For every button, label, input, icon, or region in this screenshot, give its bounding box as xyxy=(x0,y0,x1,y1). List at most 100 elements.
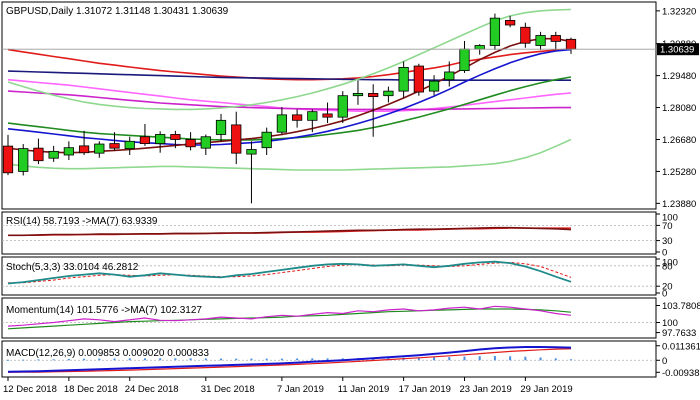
macd-histogram-bar xyxy=(265,358,268,361)
candle-bear xyxy=(231,124,242,154)
macd-histogram-bar xyxy=(143,358,146,361)
stoch-lines xyxy=(2,260,656,287)
date-tick-label: 18 Dec 2018 xyxy=(64,384,118,395)
rsi-tick-label: 30 xyxy=(662,236,673,247)
macd-histogram-bar xyxy=(296,358,299,361)
macd-tick-label: -0.009389 xyxy=(662,368,700,379)
momentum-tick-label: 100 xyxy=(662,318,678,329)
macd-line xyxy=(7,346,572,373)
momentum-tick-label: 97.7633 xyxy=(662,328,696,339)
date-tick-label: 24 Dec 2018 xyxy=(125,384,179,395)
candle-bear xyxy=(520,26,531,44)
rsi-label: RSI(14) 58.7193 ->MA(7) 63.9339 xyxy=(6,216,158,227)
candle-bear xyxy=(78,145,90,154)
macd-tick-label: 0.011361 xyxy=(662,342,700,353)
candle-bear xyxy=(291,114,303,121)
macd-histogram-bar xyxy=(159,358,162,361)
candle-bear xyxy=(368,93,379,98)
candle-bull xyxy=(215,119,227,135)
candle-bear xyxy=(185,139,196,148)
ma-line-1 xyxy=(7,70,571,81)
momentum-label: Momentum(14) 101.5776 ->MA(7) 102.3127 xyxy=(6,305,202,316)
candle-bull xyxy=(428,80,440,92)
candle-bull xyxy=(398,67,409,92)
rsi-tick-label: 100 xyxy=(662,213,678,224)
ma-line-8 xyxy=(7,8,572,111)
stoch-d-line xyxy=(8,261,572,284)
candle-bear xyxy=(170,134,181,140)
candle-bear xyxy=(322,113,333,118)
candle-bull xyxy=(200,136,211,149)
date-tick-label: 11 Jan 2019 xyxy=(338,384,390,395)
date-tick-label: 23 Jan 2019 xyxy=(459,384,511,395)
macd-histogram-bar xyxy=(326,358,329,361)
candle-bear xyxy=(33,147,44,162)
stoch-tick-label: 100 xyxy=(662,258,678,269)
macd-histogram-bar xyxy=(417,357,420,361)
candle-bull xyxy=(246,149,257,155)
macd-histogram-bar xyxy=(189,358,192,361)
ma-line-7 xyxy=(7,138,572,171)
macd-histogram-bar xyxy=(570,359,572,361)
macd-histogram-bar xyxy=(250,358,253,361)
candle-bull xyxy=(444,71,455,81)
macd-histogram-bar xyxy=(7,359,9,361)
candle-bear xyxy=(505,20,516,26)
ma-line-5 xyxy=(7,48,572,146)
macd-signal-line xyxy=(7,348,572,373)
date-tick-label: 7 Jan 2019 xyxy=(277,384,324,395)
rsi-line xyxy=(8,226,572,237)
candle-bull xyxy=(489,17,501,46)
macd-histogram-bar xyxy=(493,356,496,361)
candle-bull xyxy=(94,143,105,154)
rsi-tick-label: 70 xyxy=(662,221,673,232)
macd-axis: 0.011361 0-0.009389 xyxy=(656,342,700,379)
last-price-label: 1.30639 xyxy=(660,45,694,56)
macd-histogram-bar xyxy=(235,358,238,361)
candle-bull xyxy=(276,114,288,133)
candle-bear xyxy=(413,65,424,93)
candle-bear xyxy=(139,136,151,144)
macd-histogram-bar xyxy=(220,358,223,361)
price-pane: 1.238801.252801.266801.280801.294801.308… xyxy=(1,1,699,210)
date-tick-label: 31 Dec 2018 xyxy=(201,384,255,395)
macd-tick-label: 0 xyxy=(662,356,667,367)
macd-histogram-bar xyxy=(509,356,512,361)
price-tick-label: 1.26680 xyxy=(662,135,696,146)
candle-bear xyxy=(2,145,14,174)
macd-histogram-bar xyxy=(174,358,177,361)
macd-histogram-bar xyxy=(433,357,436,361)
price-pane-frame xyxy=(1,1,657,210)
macd-label: MACD(12,26,9) 0.009853 0.009020 0.000833 xyxy=(6,348,209,359)
macd-histogram-bar xyxy=(463,356,466,361)
stoch-label: Stoch(5,3,3) 33.0104 46.2812 xyxy=(6,262,139,273)
macd-histogram-bar xyxy=(280,358,283,361)
momentum-tick-label: 103.7808 xyxy=(662,301,700,312)
stoch-tick-label: 20 xyxy=(662,282,673,293)
macd-histogram-bar xyxy=(554,358,557,361)
candle-bull xyxy=(307,111,318,121)
macd-histogram-bar xyxy=(37,359,40,361)
candle-bull xyxy=(474,45,485,50)
candle-bear xyxy=(565,38,577,50)
candle-bull xyxy=(18,148,29,172)
date-axis: 12 Dec 2018 18 Dec 2018 24 Dec 2018 31 Dec … xyxy=(3,377,573,395)
macd-histogram-bar xyxy=(204,358,207,361)
rsi-lines xyxy=(2,224,656,242)
stoch-pane-frame xyxy=(1,256,657,296)
candle-bull xyxy=(337,95,348,118)
price-tick-label: 1.25280 xyxy=(662,167,696,178)
stoch-tick-label: 0 xyxy=(662,289,667,300)
candle-bull xyxy=(48,150,59,159)
macd-histogram-bar xyxy=(98,358,101,361)
rsi-tick-label: 0 xyxy=(662,248,667,259)
chart-title: GBPUSD,Daily 1.31072 1.31148 1.30431 1.3… xyxy=(6,6,229,17)
price-tick-label: 1.29480 xyxy=(662,71,696,82)
momentum-pane-frame xyxy=(1,297,657,339)
candle-bull xyxy=(155,134,166,144)
macd-histogram-bar xyxy=(311,358,314,361)
macd-histogram-bar xyxy=(524,356,527,361)
